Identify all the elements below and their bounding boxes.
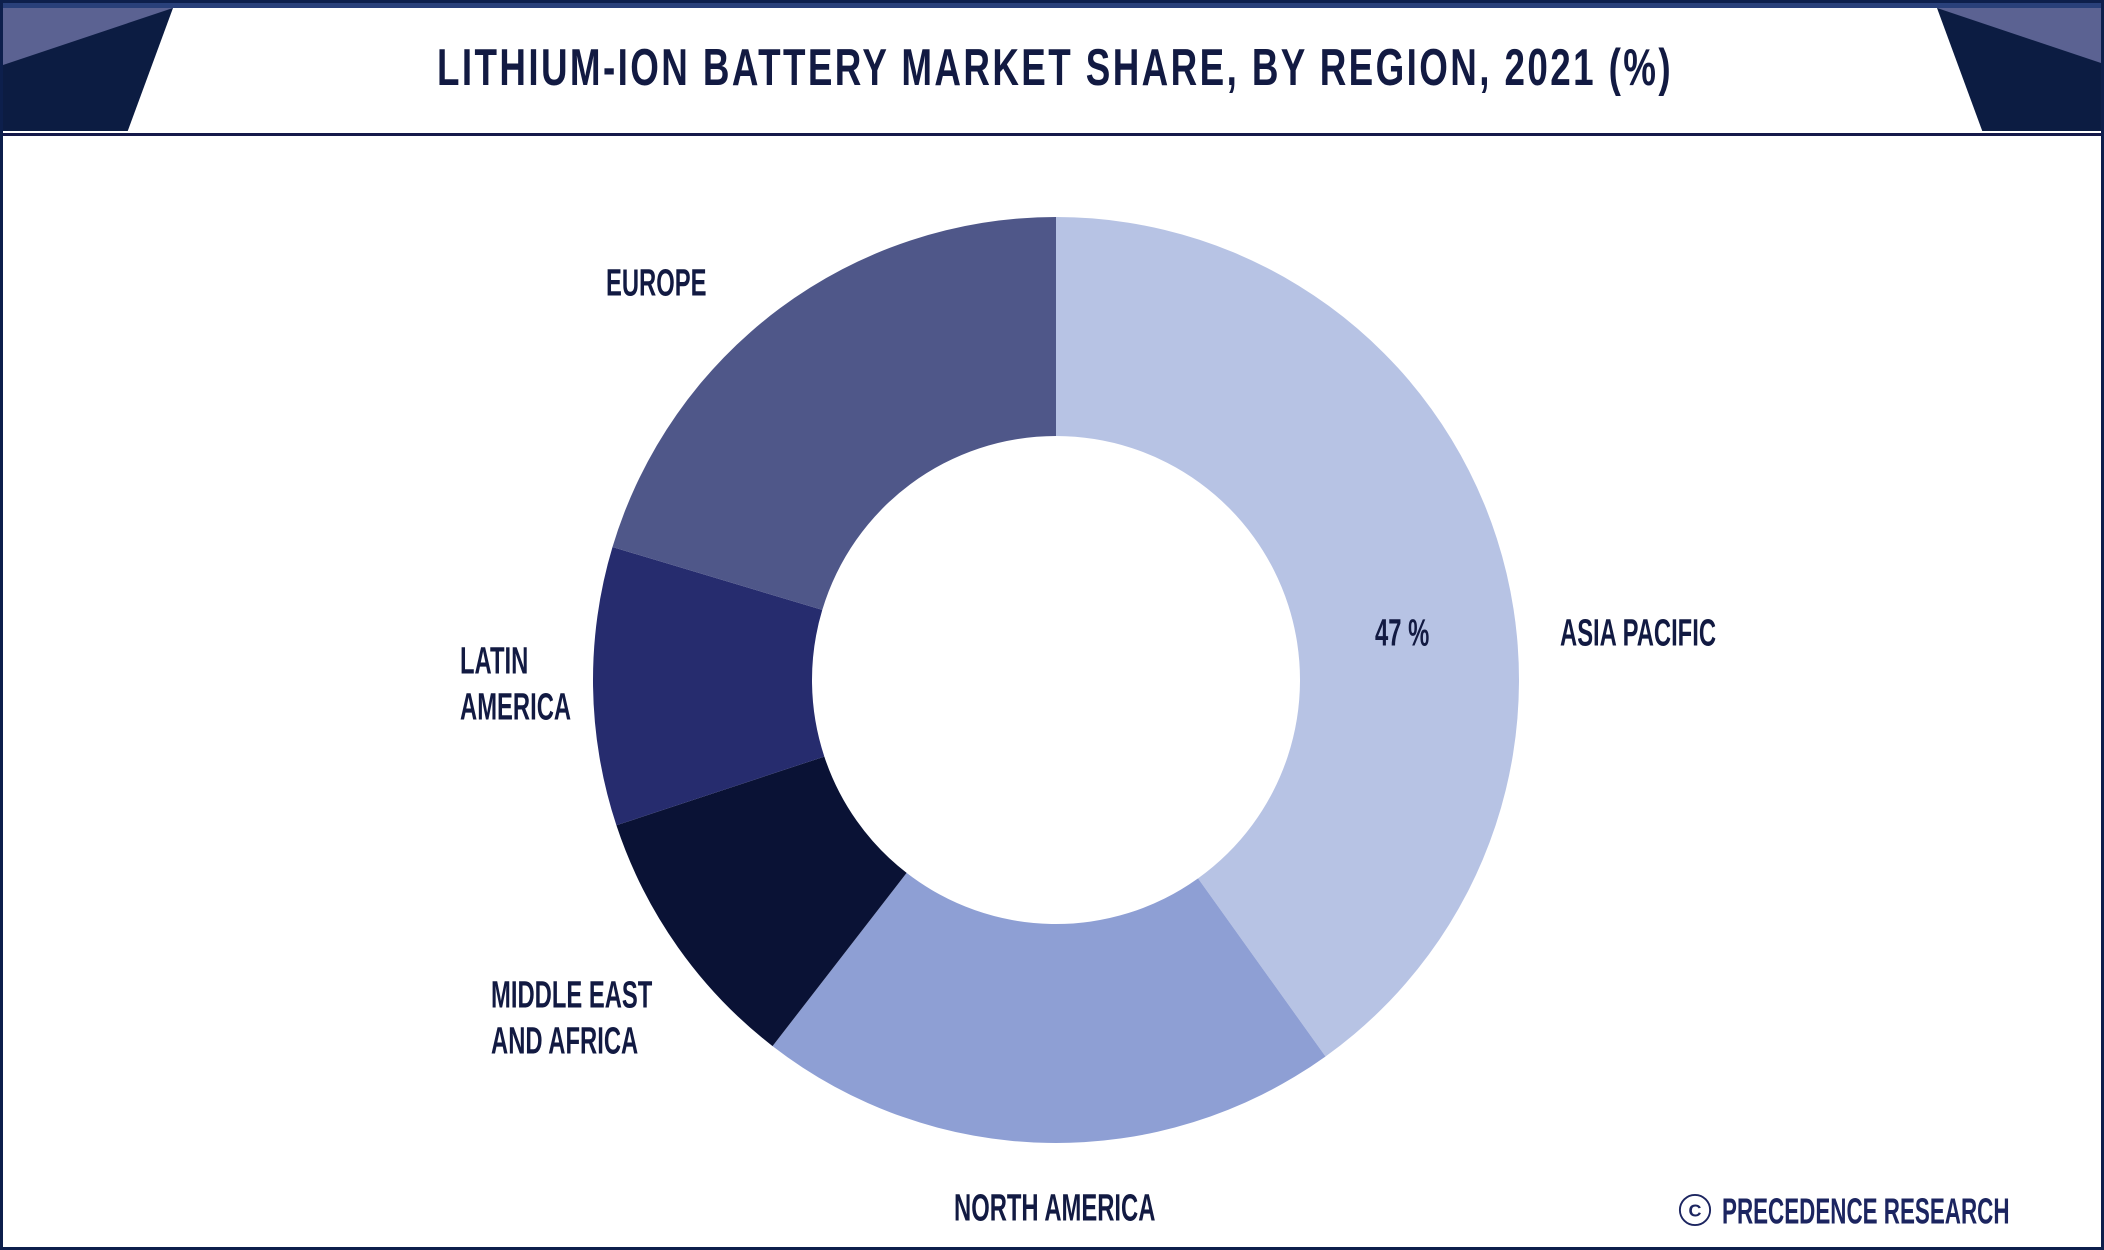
svg-text:C: C [1689, 1200, 1702, 1220]
